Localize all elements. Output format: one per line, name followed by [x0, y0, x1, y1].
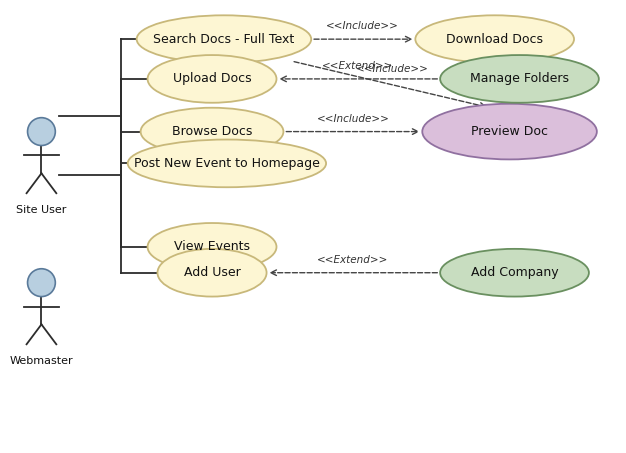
Text: Manage Folders: Manage Folders [470, 72, 569, 86]
Text: Add Company: Add Company [471, 266, 558, 279]
Text: Browse Docs: Browse Docs [172, 125, 252, 138]
Text: Search Docs - Full Text: Search Docs - Full Text [153, 33, 295, 46]
Text: Site User: Site User [16, 205, 66, 215]
Ellipse shape [128, 140, 326, 187]
Text: Webmaster: Webmaster [9, 356, 73, 366]
Ellipse shape [423, 104, 597, 159]
Text: <<Extend>>: <<Extend>> [322, 61, 394, 71]
Ellipse shape [148, 55, 277, 103]
Text: Preview Doc: Preview Doc [471, 125, 548, 138]
Text: <<Include>>: <<Include>> [356, 64, 429, 74]
Text: View Events: View Events [174, 241, 250, 253]
Text: Download Docs: Download Docs [446, 33, 543, 46]
Text: Upload Docs: Upload Docs [173, 72, 252, 86]
Ellipse shape [415, 15, 574, 63]
Text: Post New Event to Homepage: Post New Event to Homepage [134, 157, 320, 170]
Ellipse shape [141, 108, 284, 155]
Text: <<Include>>: <<Include>> [326, 21, 399, 31]
Circle shape [28, 269, 55, 297]
Ellipse shape [136, 15, 311, 63]
Ellipse shape [440, 249, 589, 297]
Text: <<Include>>: <<Include>> [316, 114, 389, 124]
Ellipse shape [440, 55, 599, 103]
Text: Add User: Add User [183, 266, 240, 279]
Ellipse shape [158, 249, 267, 297]
Ellipse shape [148, 223, 277, 271]
Text: <<Extend>>: <<Extend>> [317, 255, 389, 265]
Circle shape [28, 118, 55, 145]
